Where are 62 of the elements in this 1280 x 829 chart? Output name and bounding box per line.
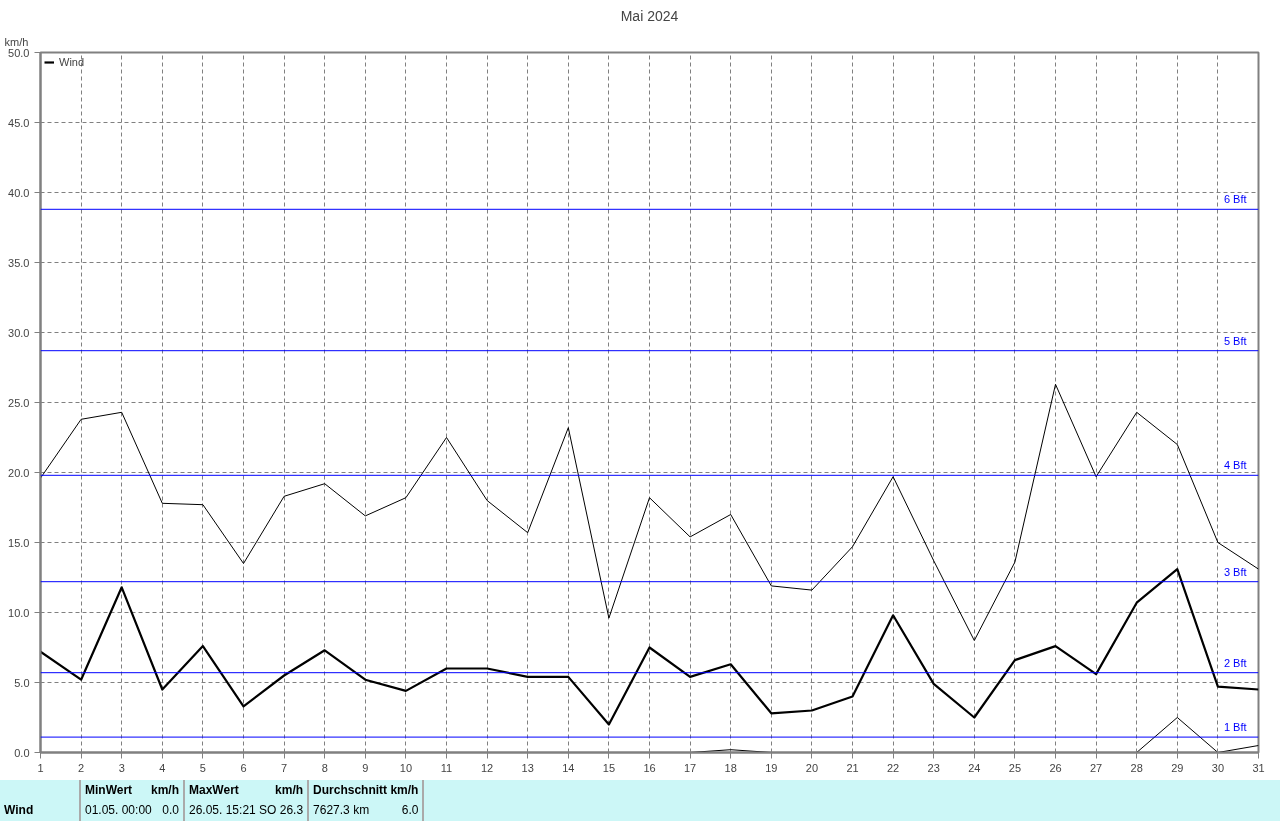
x-tick-label: 31 <box>1252 761 1265 774</box>
text: MinWert <box>85 781 133 799</box>
x-tick-label: 25 <box>1008 761 1022 774</box>
x-tick-label: 20 <box>805 761 819 774</box>
x-tick-label: 9 <box>362 761 369 774</box>
y-tick-label: 50.0 <box>8 46 30 59</box>
x-tick-label: 7 <box>281 761 288 774</box>
x-tick-label: 21 <box>846 761 859 774</box>
x-tick-label: 6 <box>240 761 247 774</box>
x-tick-label: 2 <box>78 761 85 774</box>
x-tick-label: 11 <box>440 761 453 774</box>
ref-line-label: 2 Bft <box>1223 656 1247 669</box>
x-tick-label: 13 <box>521 761 534 774</box>
text: 0.0 <box>162 802 179 820</box>
text: 7627.3 km <box>313 802 370 820</box>
ref-line-label: 5 Bft <box>1223 334 1247 347</box>
x-tick-label: 16 <box>643 761 656 774</box>
x-tick-label: 19 <box>765 761 778 774</box>
x-tick-label: 23 <box>927 761 940 774</box>
y-tick-label: 15.0 <box>8 536 30 549</box>
text: 01.05. 00:00 <box>85 802 152 820</box>
x-tick-label: 27 <box>1089 761 1103 774</box>
chart-title: Mai 2024 <box>620 7 679 24</box>
ref-line-label: 3 Bft <box>1223 565 1247 578</box>
y-tick-label: 0.0 <box>14 746 30 759</box>
x-tick-label: 8 <box>321 761 328 774</box>
x-tick-label: 30 <box>1211 761 1225 774</box>
y-axis-title: km/h <box>4 35 29 48</box>
x-tick-label: 17 <box>683 761 697 774</box>
x-tick-label: 15 <box>602 761 616 774</box>
text: 6.0 <box>401 802 419 820</box>
x-tick-label: 3 <box>118 761 125 774</box>
x-tick-label: 18 <box>724 761 737 774</box>
y-tick-label: 20.0 <box>8 466 30 479</box>
ref-line-label: 1 Bft <box>1223 721 1247 734</box>
x-tick-label: 28 <box>1130 761 1143 774</box>
legend-label: Wind <box>59 56 85 68</box>
y-tick-label: 5.0 <box>14 676 30 689</box>
x-tick-label: 22 <box>886 761 900 774</box>
x-tick-label: 24 <box>968 761 981 774</box>
y-tick-label: 25.0 <box>8 396 30 409</box>
text: Durchschnitt km/h <box>313 781 419 799</box>
text: km/h <box>275 781 304 799</box>
x-tick-label: 29 <box>1171 761 1184 774</box>
y-tick-label: 10.0 <box>8 606 30 619</box>
ref-line-label: 6 Bft <box>1223 193 1247 206</box>
x-tick-label: 10 <box>399 761 413 774</box>
text: Wind <box>4 802 34 820</box>
x-tick-label: 4 <box>159 761 166 774</box>
x-tick-label: 14 <box>562 761 575 774</box>
y-tick-label: 30.0 <box>8 326 30 339</box>
x-tick-label: 12 <box>480 761 494 774</box>
x-tick-label: 26 <box>1049 761 1062 774</box>
y-tick-label: 35.0 <box>8 256 30 269</box>
text: MaxWert <box>189 781 239 799</box>
ref-line-label: 4 Bft <box>1223 459 1247 472</box>
x-tick-label: 5 <box>199 761 206 774</box>
y-tick-label: 45.0 <box>8 116 30 129</box>
text: 26.05. 15:21 SO 26.3 <box>189 802 304 820</box>
x-tick-label: 1 <box>37 761 44 774</box>
y-tick-label: 40.0 <box>8 186 30 199</box>
text: km/h <box>150 781 179 799</box>
